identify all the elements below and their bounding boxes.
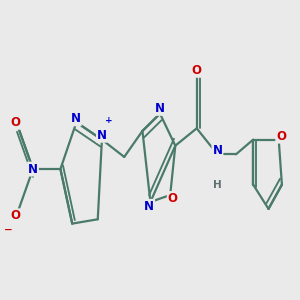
Text: N: N bbox=[155, 102, 165, 115]
Text: O: O bbox=[11, 116, 21, 129]
Text: O: O bbox=[11, 209, 21, 222]
Text: O: O bbox=[276, 130, 286, 142]
Text: N: N bbox=[97, 129, 107, 142]
Text: N: N bbox=[28, 163, 38, 176]
Text: +: + bbox=[105, 116, 113, 125]
Text: H: H bbox=[213, 180, 222, 190]
Text: −: − bbox=[4, 225, 13, 235]
Text: N: N bbox=[71, 112, 81, 125]
Text: N: N bbox=[212, 143, 222, 157]
Text: N: N bbox=[144, 200, 154, 213]
Text: O: O bbox=[192, 64, 202, 77]
Text: O: O bbox=[168, 192, 178, 205]
